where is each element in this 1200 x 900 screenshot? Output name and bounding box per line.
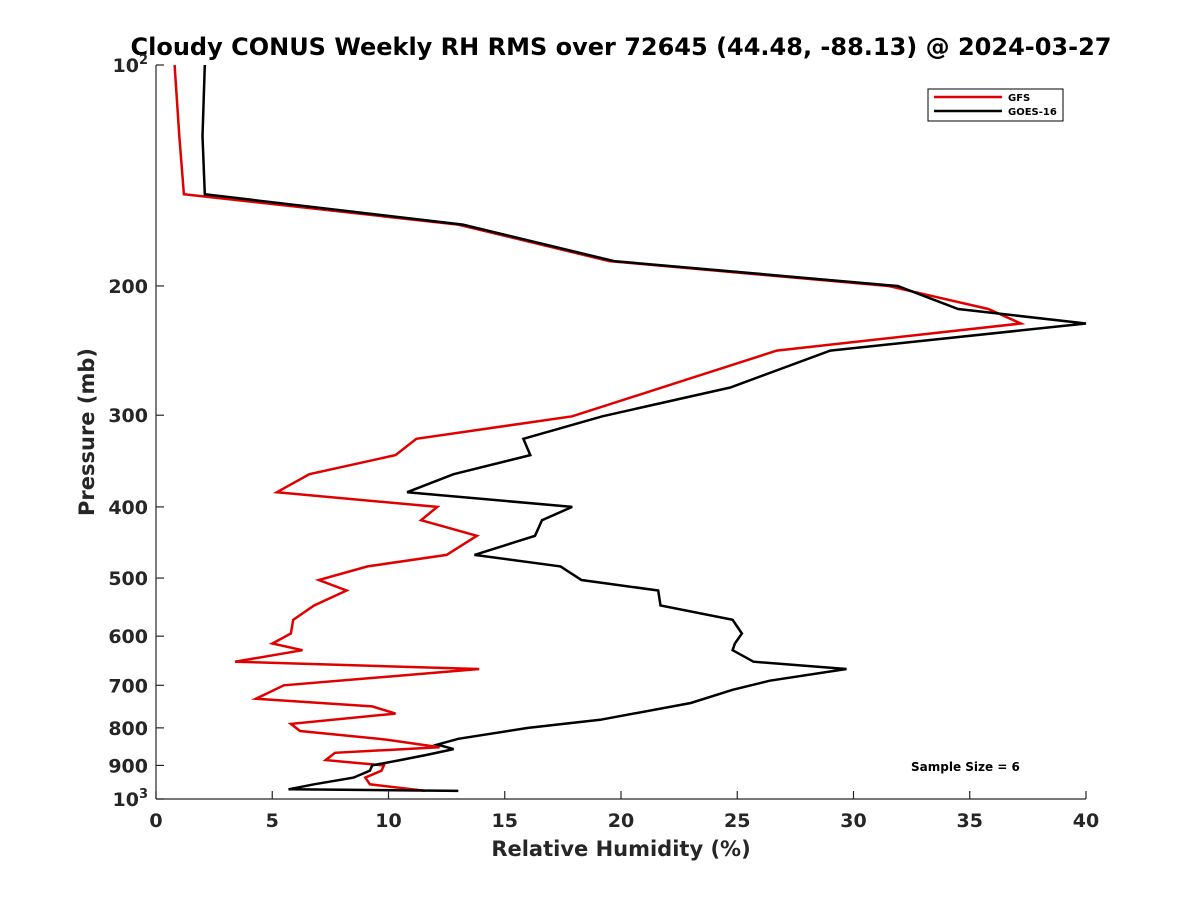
y-tick-label: 102 (113, 53, 149, 77)
y-tick-label: 800 (108, 718, 148, 740)
legend-label-gfs: GFS (1008, 93, 1030, 104)
x-tick-label: 30 (840, 810, 866, 832)
plot-area (156, 65, 1086, 799)
y-ticks: 102 200 300 400 500 600 700 800 900 103 (108, 53, 164, 811)
legend-box (927, 88, 1064, 122)
x-tick-label: 5 (266, 810, 279, 832)
x-tick-label: 0 (149, 810, 162, 832)
series-line-goes16 (201, 64, 1087, 793)
y-tick-label: 300 (108, 405, 148, 427)
y-tick-label: 103 (113, 787, 149, 811)
x-tick-label: 20 (608, 810, 634, 832)
legend: GFS GOES-16 (927, 88, 1064, 122)
x-axis-label: Relative Humidity (%) (491, 837, 750, 861)
y-tick-label: 600 (108, 626, 148, 648)
x-tick-label: 10 (375, 810, 401, 832)
x-tick-label: 25 (724, 810, 750, 832)
x-tick-label: 35 (957, 810, 983, 832)
y-tick-label: 900 (108, 755, 148, 777)
y-tick-label: 700 (108, 675, 148, 697)
series-line-gfs (173, 64, 1026, 793)
x-tick-label: 15 (492, 810, 518, 832)
x-tick-label: 40 (1073, 810, 1099, 832)
legend-label-goes16: GOES-16 (1008, 107, 1057, 118)
sample-size-annotation: Sample Size = 6 (911, 760, 1020, 774)
x-ticks: 0 5 10 15 20 25 30 35 40 (149, 791, 1099, 832)
y-axis-label: Pressure (mb) (75, 348, 99, 516)
y-tick-label: 500 (108, 568, 148, 590)
y-tick-label: 200 (108, 276, 148, 298)
series-layer (173, 64, 1087, 793)
y-tick-label: 400 (108, 497, 148, 519)
chart-title: Cloudy CONUS Weekly RH RMS over 72645 (4… (131, 33, 1112, 61)
